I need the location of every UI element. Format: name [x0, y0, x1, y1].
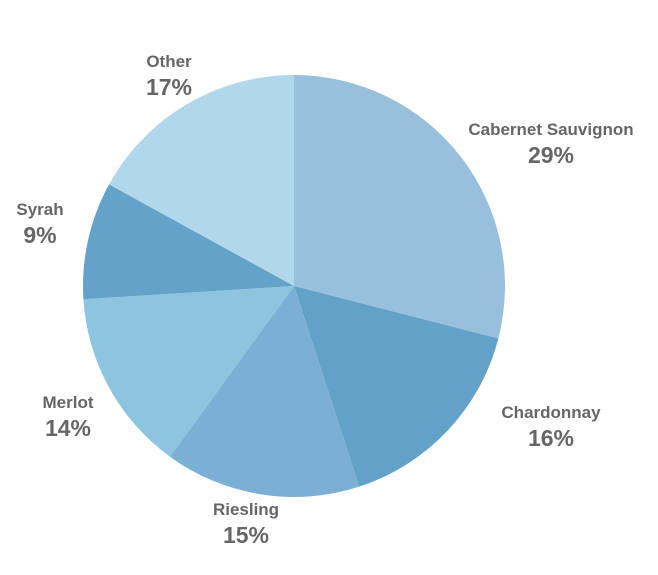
pie-slices	[83, 74, 505, 497]
slice-label: Chardonnay	[501, 403, 601, 422]
slice-value-label: 15%	[223, 522, 269, 548]
slice-value-label: 16%	[528, 425, 574, 451]
pie-labels: Cabernet Sauvignon 29% Chardonnay 16% Riesli…	[16, 52, 633, 548]
pie-slice-chardonnay	[294, 286, 499, 487]
slice-label: Cabernet Sauvignon	[468, 120, 633, 139]
slice-label: Riesling	[213, 500, 279, 519]
slice-value-label: 9%	[23, 222, 56, 248]
pie-slice-merlot	[83, 286, 294, 457]
pie-slice-riesling	[169, 286, 360, 497]
slice-label: Syrah	[16, 200, 63, 219]
pie-slice-cabernet-sauvignon	[294, 75, 505, 339]
slice-value-label: 14%	[45, 415, 91, 441]
slice-label: Merlot	[43, 393, 94, 412]
slice-value-label: 17%	[146, 74, 192, 100]
pie-slice-syrah	[83, 184, 294, 300]
slice-label: Other	[146, 52, 192, 71]
pie-slice-other	[109, 74, 294, 286]
slice-value-label: 29%	[528, 142, 574, 168]
